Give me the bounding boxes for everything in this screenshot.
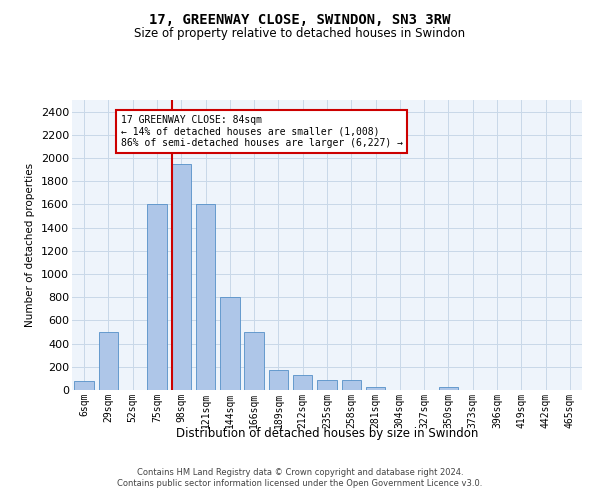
Text: Distribution of detached houses by size in Swindon: Distribution of detached houses by size … — [176, 428, 478, 440]
Bar — [439, 386, 458, 390]
Bar — [74, 382, 94, 390]
Bar — [244, 332, 264, 390]
Bar — [293, 375, 313, 390]
Text: Contains HM Land Registry data © Crown copyright and database right 2024.
Contai: Contains HM Land Registry data © Crown c… — [118, 468, 482, 487]
Bar — [220, 297, 239, 390]
Text: Size of property relative to detached houses in Swindon: Size of property relative to detached ho… — [134, 28, 466, 40]
Bar — [317, 380, 337, 390]
Bar — [269, 370, 288, 390]
Bar — [341, 380, 361, 390]
Bar — [147, 204, 167, 390]
Bar — [366, 386, 385, 390]
Text: 17, GREENWAY CLOSE, SWINDON, SN3 3RW: 17, GREENWAY CLOSE, SWINDON, SN3 3RW — [149, 12, 451, 26]
Bar — [99, 332, 118, 390]
Y-axis label: Number of detached properties: Number of detached properties — [25, 163, 35, 327]
Text: 17 GREENWAY CLOSE: 84sqm
← 14% of detached houses are smaller (1,008)
86% of sem: 17 GREENWAY CLOSE: 84sqm ← 14% of detach… — [121, 115, 403, 148]
Bar — [172, 164, 191, 390]
Bar — [196, 204, 215, 390]
